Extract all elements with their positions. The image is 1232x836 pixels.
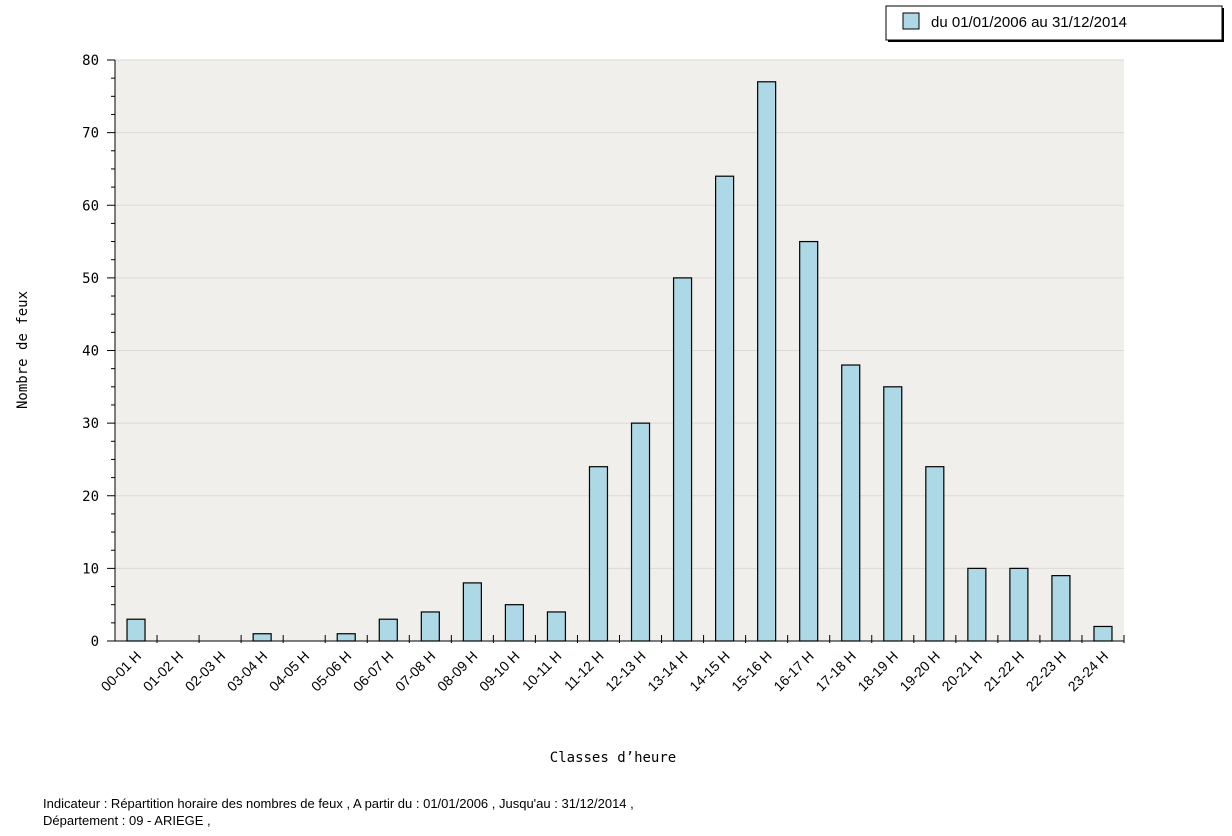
x-tick-label: 12-13 H [602, 648, 649, 695]
x-tick-label: 13-14 H [644, 648, 691, 695]
bar [630, 422, 651, 642]
bar [1093, 625, 1113, 642]
y-axis-title: Nombre de feux [15, 291, 31, 409]
bar [672, 277, 693, 642]
x-tick-label: 09-10 H [476, 648, 523, 695]
bar [967, 567, 987, 642]
x-tick-label: 17-18 H [812, 648, 859, 695]
bar [126, 618, 146, 642]
x-axis-title: Classes d’heure [550, 750, 676, 766]
bar [504, 604, 524, 642]
x-tick-label: 22-23 H [1023, 648, 1070, 695]
x-tick-label: 04-05 H [266, 648, 313, 695]
x-tick-label: 03-04 H [224, 648, 271, 695]
footer-line-1: Indicateur : Répartition horaire des nom… [43, 796, 634, 811]
x-tick-label: 10-11 H [519, 648, 565, 694]
bar [546, 611, 567, 642]
y-tick-label: 20 [82, 489, 99, 505]
bar [588, 466, 609, 642]
x-tick-label: 23-24 H [1065, 648, 1112, 695]
x-tick-label: 00-01 H [98, 648, 145, 695]
x-tick-label: 20-21 H [938, 648, 985, 695]
y-tick-label: 50 [82, 271, 99, 287]
grid-lines [115, 59, 1124, 569]
x-tick-label: 11-12 H [561, 648, 607, 694]
x-tick-label: 06-07 H [350, 648, 397, 695]
bar [336, 633, 356, 642]
x-tick-label: 05-06 H [308, 648, 355, 695]
chart-footer: Indicateur : Répartition horaire des nom… [43, 795, 634, 829]
x-tick-label: 07-08 H [392, 648, 439, 695]
y-tick-label: 0 [91, 634, 99, 650]
x-tick-label: 18-19 H [854, 648, 901, 695]
bar [1051, 575, 1071, 642]
bar [715, 175, 735, 642]
y-tick-label: 30 [82, 416, 99, 432]
bar [420, 611, 440, 642]
x-tick-label: 02-03 H [182, 648, 229, 695]
y-tick-label: 70 [82, 126, 99, 142]
legend: du 01/01/2006 au 31/12/2014 [885, 5, 1224, 42]
x-tick-label: 19-20 H [896, 648, 943, 695]
x-tick-label: 14-15 H [686, 648, 733, 695]
footer-line-2: Département : 09 - ARIEGE , [43, 813, 211, 828]
x-tick-label: 16-17 H [770, 648, 817, 695]
x-tick-label: 01-02 H [140, 648, 187, 695]
x-axis-ticks: 00-01 H01-02 H02-03 H03-04 H04-05 H05-06… [98, 635, 1125, 695]
y-tick-label: 80 [82, 53, 99, 69]
legend-swatch [902, 12, 920, 30]
bar [1009, 567, 1029, 642]
bar [252, 633, 272, 642]
bar [883, 386, 903, 642]
y-tick-label: 10 [82, 561, 99, 577]
bar [757, 81, 777, 642]
bar [925, 466, 945, 642]
y-tick-label: 60 [82, 198, 99, 214]
x-tick-label: 08-09 H [434, 648, 481, 695]
bar [462, 582, 482, 642]
bar [841, 364, 861, 642]
x-tick-label: 21-22 H [980, 648, 1027, 695]
legend-label: du 01/01/2006 au 31/12/2014 [931, 14, 1127, 31]
bar [378, 618, 398, 642]
bars [126, 81, 1113, 642]
bar [799, 240, 819, 642]
x-tick-label: 15-16 H [728, 648, 775, 695]
y-axis-ticks: 0 10 20 30 40 50 60 70 80 [82, 53, 115, 650]
y-tick-label: 40 [82, 344, 99, 360]
